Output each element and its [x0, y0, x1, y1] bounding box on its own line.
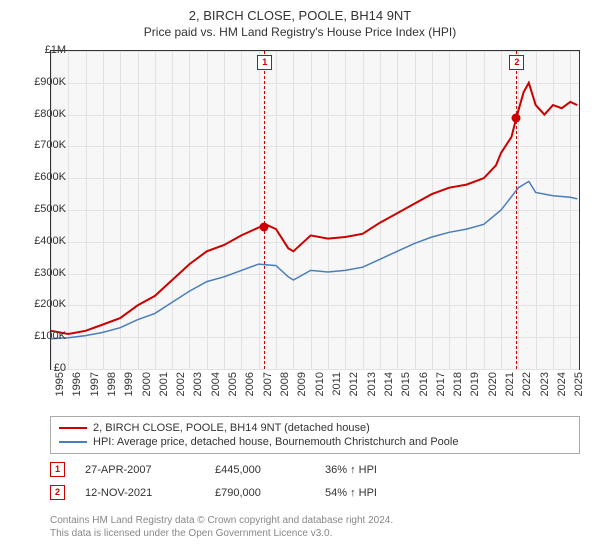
x-tick-label: 2015 — [400, 372, 412, 412]
x-tick-label: 2003 — [192, 372, 204, 412]
event-date: 27-APR-2007 — [85, 464, 195, 476]
legend-item: 2, BIRCH CLOSE, POOLE, BH14 9NT (detache… — [59, 421, 571, 435]
chart-plot-area: 12 — [50, 50, 580, 370]
x-tick-label: 2024 — [556, 372, 568, 412]
chart-container: 2, BIRCH CLOSE, POOLE, BH14 9NT Price pa… — [0, 0, 600, 560]
x-tick-label: 2018 — [452, 372, 464, 412]
y-tick-label: £200K — [22, 298, 66, 310]
x-tick-label: 2002 — [175, 372, 187, 412]
y-tick-label: £400K — [22, 235, 66, 247]
x-tick-label: 2019 — [469, 372, 481, 412]
marker-dot-1 — [260, 223, 269, 232]
x-tick-label: 2017 — [435, 372, 447, 412]
x-tick-label: 2025 — [573, 372, 585, 412]
x-tick-label: 2001 — [158, 372, 170, 412]
attribution-line-2: This data is licensed under the Open Gov… — [50, 527, 580, 540]
x-tick-label: 1996 — [71, 372, 83, 412]
x-tick-label: 1995 — [54, 372, 66, 412]
event-badge: 2 — [50, 485, 65, 500]
x-tick-label: 2014 — [383, 372, 395, 412]
legend-box: 2, BIRCH CLOSE, POOLE, BH14 9NT (detache… — [50, 416, 580, 454]
x-tick-label: 2020 — [487, 372, 499, 412]
event-date: 12-NOV-2021 — [85, 487, 195, 499]
y-tick-label: £100K — [22, 330, 66, 342]
x-tick-label: 2007 — [262, 372, 274, 412]
event-row: 2 12-NOV-2021 £790,000 54% ↑ HPI — [50, 481, 580, 504]
event-row: 1 27-APR-2007 £445,000 36% ↑ HPI — [50, 458, 580, 481]
x-tick-label: 2023 — [539, 372, 551, 412]
x-tick-label: 2016 — [418, 372, 430, 412]
legend-swatch — [59, 427, 87, 429]
y-tick-label: £600K — [22, 171, 66, 183]
y-tick-label: £900K — [22, 76, 66, 88]
x-tick-label: 2011 — [331, 372, 343, 412]
event-delta: 36% ↑ HPI — [325, 464, 415, 476]
series-hpi — [51, 181, 577, 338]
title-line-2: Price paid vs. HM Land Registry's House … — [0, 25, 600, 39]
series-property — [51, 83, 577, 334]
y-tick-label: £500K — [22, 203, 66, 215]
x-tick-label: 2006 — [244, 372, 256, 412]
event-price: £445,000 — [215, 464, 305, 476]
title-line-1: 2, BIRCH CLOSE, POOLE, BH14 9NT — [0, 8, 600, 23]
x-tick-label: 1999 — [123, 372, 135, 412]
marker-dot-2 — [512, 113, 521, 122]
x-tick-label: 2012 — [348, 372, 360, 412]
title-block: 2, BIRCH CLOSE, POOLE, BH14 9NT Price pa… — [0, 0, 600, 39]
y-tick-label: £700K — [22, 139, 66, 151]
attribution-line-1: Contains HM Land Registry data © Crown c… — [50, 514, 580, 527]
event-price: £790,000 — [215, 487, 305, 499]
x-tick-label: 2022 — [521, 372, 533, 412]
legend-label: HPI: Average price, detached house, Bour… — [93, 436, 458, 448]
marker-badge-1: 1 — [257, 55, 272, 70]
x-tick-label: 2004 — [210, 372, 222, 412]
x-tick-label: 1997 — [89, 372, 101, 412]
x-tick-label: 2021 — [504, 372, 516, 412]
x-tick-label: 1998 — [106, 372, 118, 412]
x-tick-label: 2010 — [314, 372, 326, 412]
event-delta: 54% ↑ HPI — [325, 487, 415, 499]
event-badge: 1 — [50, 462, 65, 477]
line-series-svg — [51, 51, 579, 369]
y-tick-label: £800K — [22, 108, 66, 120]
x-tick-label: 2000 — [141, 372, 153, 412]
x-tick-label: 2005 — [227, 372, 239, 412]
x-tick-label: 2008 — [279, 372, 291, 412]
legend-label: 2, BIRCH CLOSE, POOLE, BH14 9NT (detache… — [93, 422, 370, 434]
y-tick-label: £300K — [22, 267, 66, 279]
attribution: Contains HM Land Registry data © Crown c… — [50, 514, 580, 540]
legend-item: HPI: Average price, detached house, Bour… — [59, 435, 571, 449]
marker-badge-2: 2 — [509, 55, 524, 70]
x-tick-label: 2013 — [366, 372, 378, 412]
legend-swatch — [59, 441, 87, 443]
x-tick-label: 2009 — [296, 372, 308, 412]
events-table: 1 27-APR-2007 £445,000 36% ↑ HPI 2 12-NOV-202… — [50, 458, 580, 504]
y-tick-label: £1M — [22, 44, 66, 56]
